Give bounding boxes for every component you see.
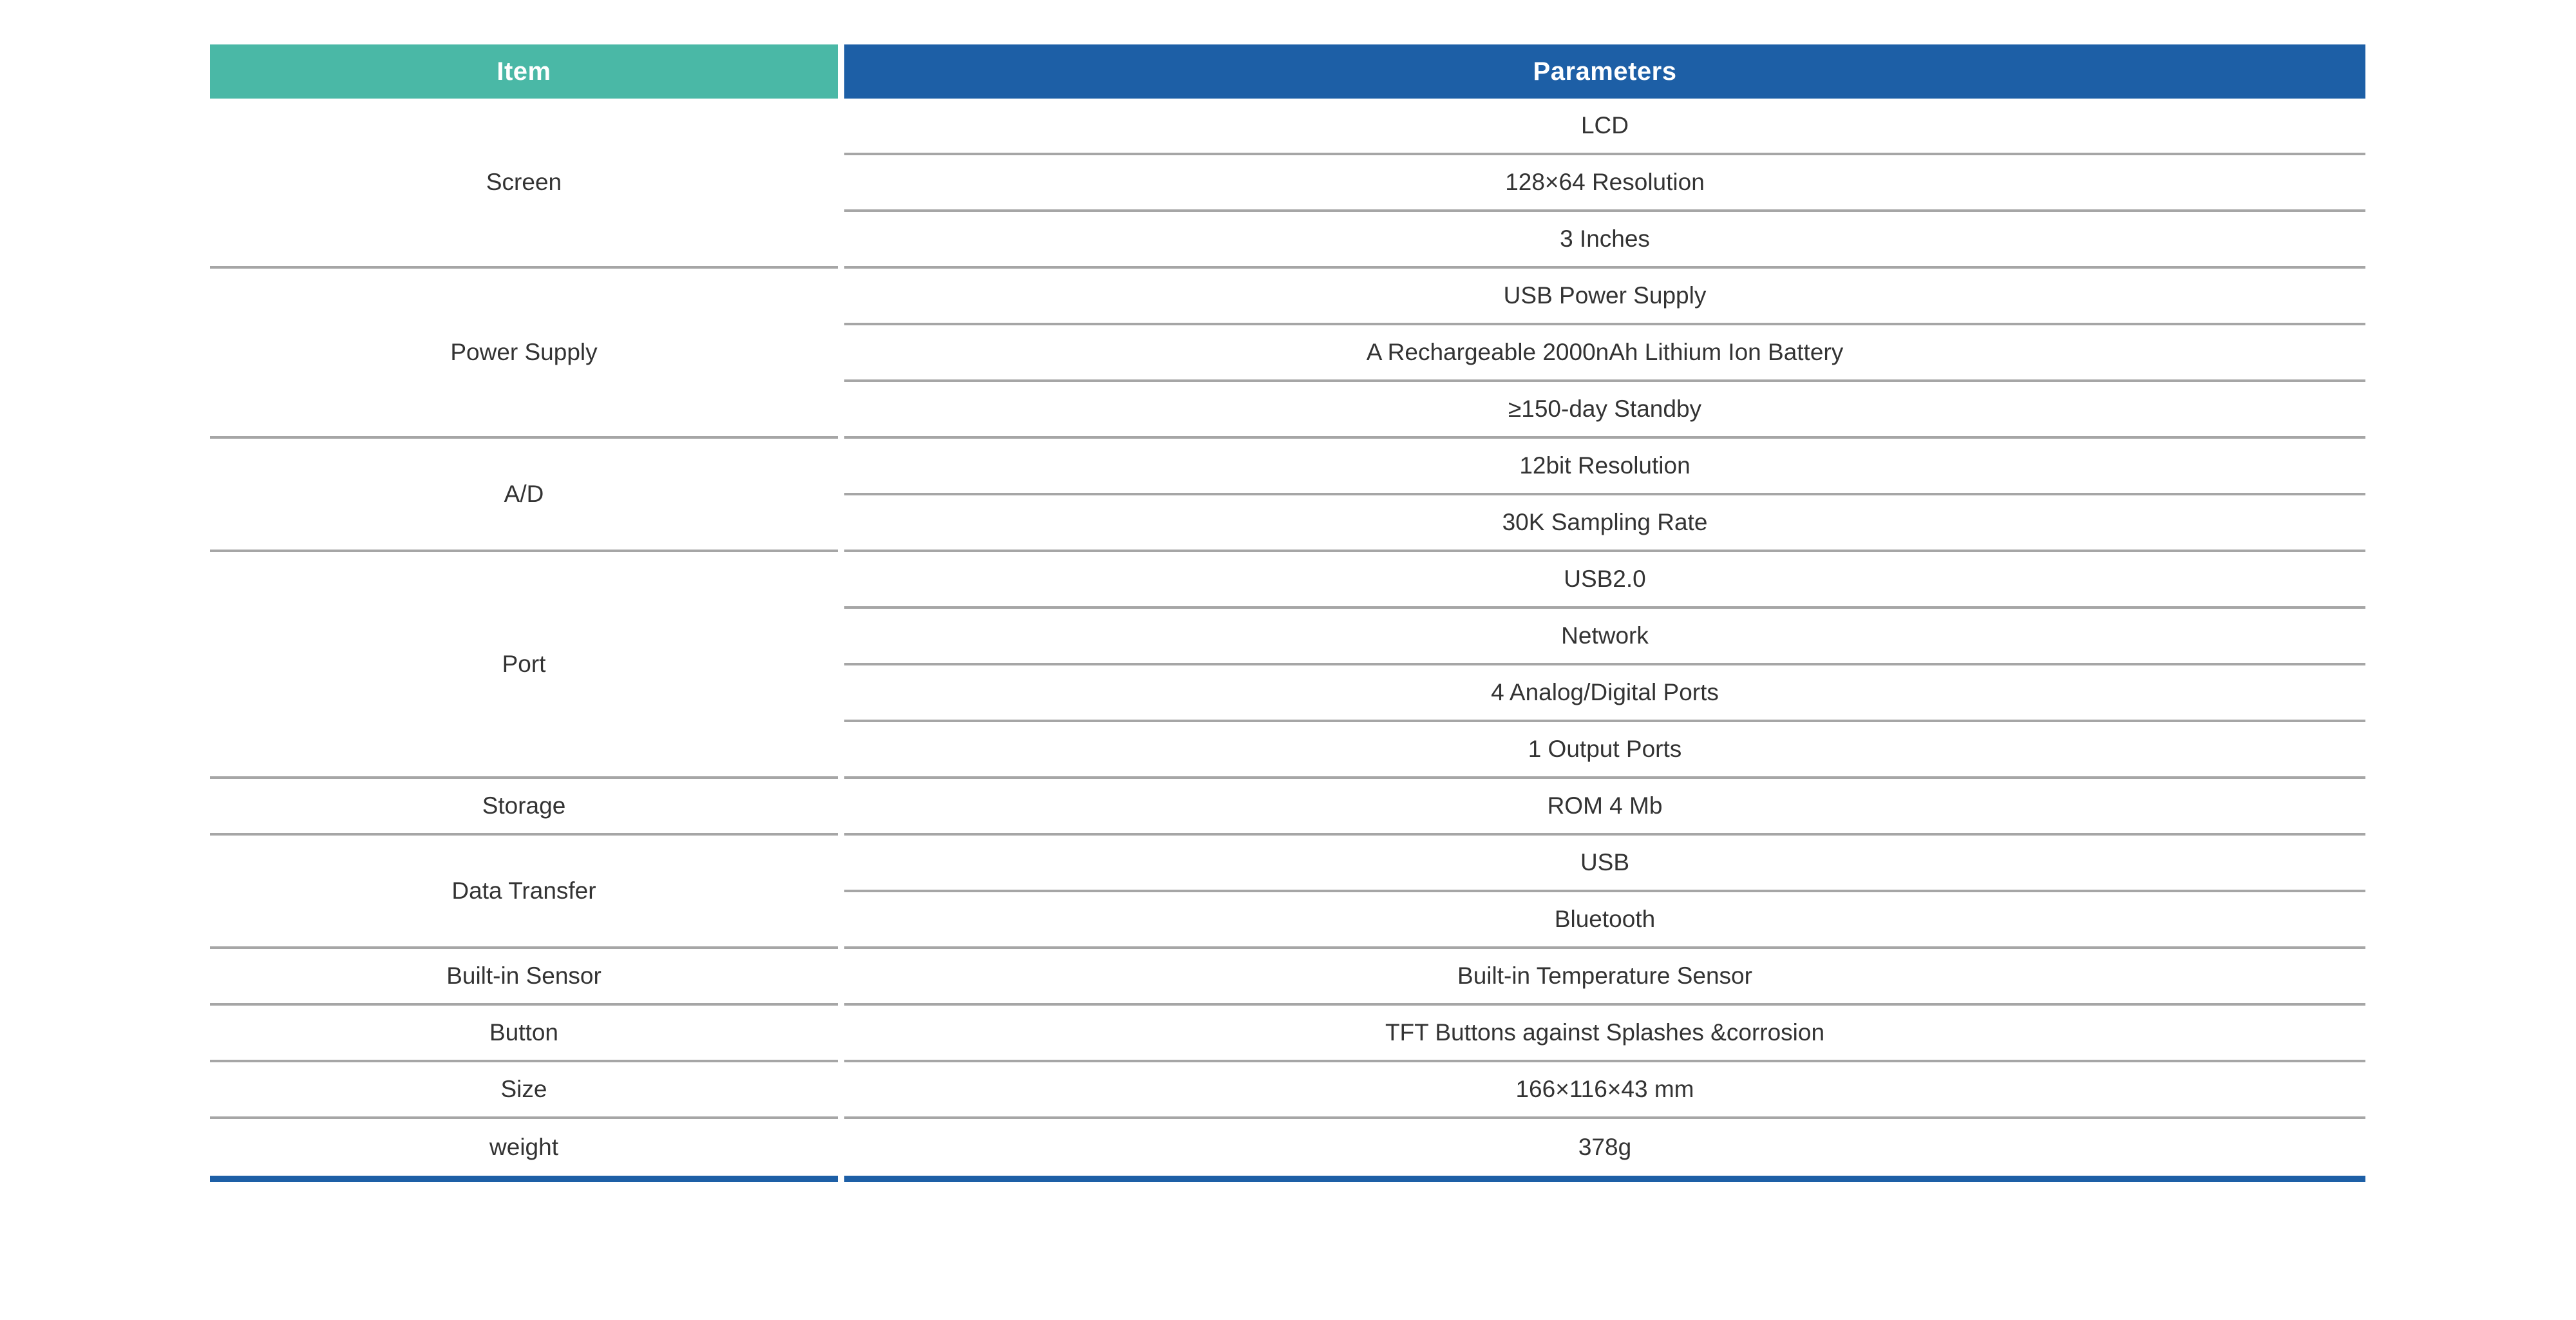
parameters-column-header: Parameters [844, 44, 2365, 99]
column-gap [838, 99, 844, 1182]
parameter-row: 166×116×43 mm [844, 1062, 2365, 1119]
parameters-column: LCD 128×64 Resolution 3 Inches USB Power… [844, 99, 2365, 1182]
item-cell-storage: Storage [210, 779, 838, 836]
item-cell-data-transfer: Data Transfer [210, 836, 838, 949]
item-column-header: Item [210, 44, 838, 99]
spec-table: Item Parameters Screen Power Supply A/D … [210, 44, 2365, 1182]
parameter-row: Network [844, 609, 2365, 665]
parameter-row: TFT Buttons against Splashes &corrosion [844, 1006, 2365, 1062]
item-cell-button: Button [210, 1006, 838, 1062]
parameter-row: USB [844, 836, 2365, 892]
item-cell-screen: Screen [210, 99, 838, 269]
item-cell-weight: weight [489, 1134, 558, 1160]
parameter-row: LCD [844, 99, 2365, 155]
item-cell-ad: A/D [210, 439, 838, 552]
table-body: Screen Power Supply A/D Port Storage Dat… [210, 99, 2365, 1182]
parameter-row: A Rechargeable 2000nAh Lithium Ion Batte… [844, 325, 2365, 382]
column-gap [838, 44, 844, 99]
parameter-row: 30K Sampling Rate [844, 495, 2365, 552]
item-cell-port: Port [210, 552, 838, 779]
parameter-row: 12bit Resolution [844, 439, 2365, 495]
parameter-row: 128×64 Resolution [844, 155, 2365, 212]
parameter-row: Built-in Temperature Sensor [844, 949, 2365, 1006]
item-cell-built-in-sensor: Built-in Sensor [210, 949, 838, 1006]
parameter-row: Bluetooth [844, 892, 2365, 949]
parameter-row: 3 Inches [844, 212, 2365, 269]
parameter-row: 4 Analog/Digital Ports [844, 665, 2365, 722]
parameter-row: 1 Output Ports [844, 722, 2365, 779]
parameter-row: USB2.0 [844, 552, 2365, 609]
item-cell-power-supply: Power Supply [210, 269, 838, 439]
item-column: Screen Power Supply A/D Port Storage Dat… [210, 99, 838, 1182]
parameter-row: USB Power Supply [844, 269, 2365, 325]
item-cell-size: Size [210, 1062, 838, 1119]
parameter-row: 378g [1578, 1134, 1632, 1160]
parameter-row: ≥150-day Standby [844, 382, 2365, 439]
parameter-row: ROM 4 Mb [844, 779, 2365, 836]
table-header-row: Item Parameters [210, 44, 2365, 99]
